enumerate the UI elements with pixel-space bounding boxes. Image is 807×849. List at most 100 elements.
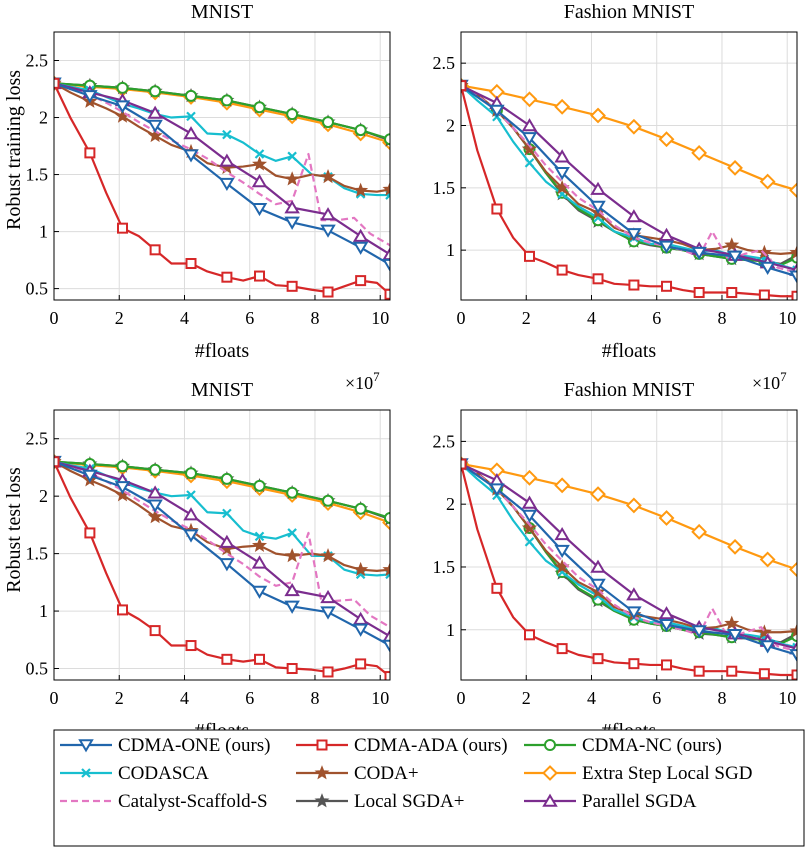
data-point: [252, 156, 268, 171]
x-tick-label: 8: [717, 308, 726, 328]
data-point: [491, 582, 503, 594]
data-point: [556, 264, 568, 276]
data-point: [185, 258, 197, 270]
y-tick-label: 2: [446, 494, 455, 514]
legend-marker: [316, 739, 328, 751]
data-point: [353, 561, 369, 577]
data-point: [724, 615, 740, 630]
data-point: [320, 606, 336, 620]
data-point: [626, 228, 642, 242]
legend-marker: [544, 739, 556, 751]
data-point: [626, 209, 642, 223]
data-point: [590, 200, 606, 214]
data-point: [382, 258, 390, 273]
data-point: [522, 520, 538, 535]
series-extra: [461, 77, 797, 199]
y-tick-label: 1.5: [26, 165, 49, 185]
data-point: [758, 668, 770, 680]
x-tick-label: 4: [180, 308, 189, 328]
data-point: [219, 177, 235, 192]
data-point: [287, 151, 297, 162]
x-tick-label: 6: [652, 308, 661, 328]
legend-item-codaplus: CODA+: [296, 763, 419, 784]
data-point: [382, 247, 390, 261]
x-tick-label: 4: [587, 688, 596, 708]
data-point: [322, 286, 334, 298]
data-point: [186, 490, 196, 500]
panel-title: Fashion MNIST: [564, 379, 695, 401]
data-point: [284, 200, 300, 214]
y-tick-label: 2.5: [433, 431, 456, 451]
y-tick-label: 1: [39, 601, 48, 621]
chart-panel-3: MNIST Robust test loss #floats ×107 0246…: [3, 379, 391, 773]
y-tick-label: 2: [39, 108, 48, 128]
data-point: [117, 222, 129, 234]
x-tick-label: 6: [245, 308, 254, 328]
data-point: [320, 168, 336, 184]
data-point: [382, 628, 390, 643]
data-point: [590, 486, 606, 503]
x-tick-label: 2: [522, 308, 531, 328]
data-point: [789, 182, 797, 199]
data-point: [693, 287, 705, 299]
y-tick-label: 1: [39, 222, 48, 242]
data-point: [220, 94, 233, 107]
data-point: [183, 126, 199, 140]
x-tick-label: 6: [652, 688, 661, 708]
data-point: [625, 497, 642, 514]
legend-marker: [78, 739, 94, 753]
panel-title: MNIST: [191, 379, 253, 401]
data-point: [284, 548, 300, 563]
data-point: [116, 460, 129, 473]
data-point: [149, 463, 162, 476]
y-tick-label: 2.5: [26, 429, 49, 449]
data-point: [628, 279, 640, 291]
data-point: [253, 479, 266, 492]
legend: CDMA-ONE (ours) CDMA-ADA (ours) CDMA-NC (o…: [53, 729, 805, 847]
data-point: [254, 270, 266, 282]
x-tick-label: 6: [245, 688, 254, 708]
x-multiplier: ×107: [345, 369, 380, 393]
data-point: [658, 131, 675, 148]
x-tick-label: 0: [457, 688, 466, 708]
legend-item-parallel: Parallel SGDA: [524, 791, 697, 812]
data-point: [789, 561, 797, 578]
legend-label: Extra Step Local SGD: [582, 763, 752, 784]
data-point: [384, 133, 390, 146]
data-point: [354, 502, 367, 515]
data-point: [219, 558, 235, 572]
data-point: [756, 624, 772, 639]
data-point: [661, 280, 673, 292]
legend-marker: [542, 765, 558, 781]
data-point: [625, 118, 642, 135]
data-point: [658, 227, 675, 241]
x-tick-label: 2: [115, 688, 124, 708]
legend-marker: [81, 768, 91, 778]
data-point: [355, 275, 367, 287]
data-point: [220, 472, 233, 485]
y-tick-label: 1.5: [26, 544, 49, 564]
chart-panel-1: MNIST Robust training loss #floats ×107 …: [3, 1, 391, 393]
series-one: [54, 77, 390, 273]
legend-item-codasca: CODASCA: [60, 763, 209, 784]
chart-panel-2: Fashion MNIST #floats ×107 0 2 4 6 8 10 1 1.5 2 2…: [433, 1, 798, 393]
legend-label: Local SGDA+: [354, 791, 464, 812]
data-point: [286, 108, 299, 121]
legend-label: CODA+: [354, 763, 419, 784]
data-point: [524, 537, 535, 547]
data-point: [758, 289, 770, 300]
legend-item-one: CDMA-ONE (ours): [60, 735, 271, 756]
data-point: [253, 101, 266, 114]
data-point: [691, 523, 708, 540]
data-point: [724, 237, 740, 252]
data-point: [82, 469, 98, 483]
data-point: [284, 583, 300, 597]
data-point: [691, 625, 707, 639]
data-point: [658, 240, 675, 254]
data-point: [791, 290, 797, 300]
data-point: [114, 481, 131, 495]
y-axis-label: Robust training loss: [3, 70, 25, 230]
data-point: [222, 508, 232, 519]
data-point: [219, 534, 235, 548]
data-point: [149, 625, 161, 637]
